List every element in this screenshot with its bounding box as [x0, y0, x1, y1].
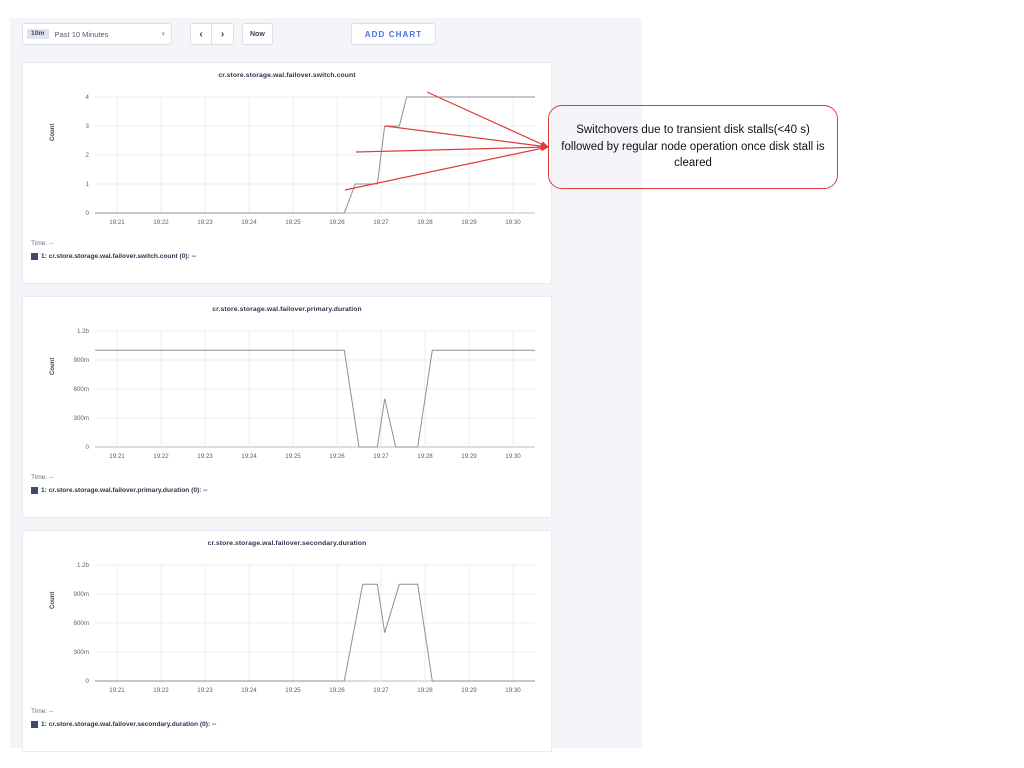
y-axis-title: Count — [50, 123, 56, 141]
legend-label: 1: cr.store.storage.wal.failover.switch.… — [41, 253, 196, 260]
svg-text:19:22: 19:22 — [153, 219, 169, 226]
chart-plot-area[interactable]: Count 0 300m 600m 900m 1.2b 19:21 19:22 19:23 19… — [23, 547, 553, 707]
svg-text:19:28: 19:28 — [417, 453, 433, 460]
svg-text:19:25: 19:25 — [285, 687, 301, 694]
svg-text:19:28: 19:28 — [417, 687, 433, 694]
dashboard-toolbar: 10m Past 10 Minutes ▾ ‹ › Now ADD CHART — [22, 22, 437, 46]
svg-text:19:28: 19:28 — [417, 219, 433, 226]
svg-text:300m: 300m — [74, 415, 89, 422]
time-range-badge: 10m — [27, 28, 49, 40]
chart-card[interactable]: cr.store.storage.wal.failover.primary.du… — [22, 296, 552, 518]
chart-gridlines — [95, 564, 535, 682]
chart-svg-3: 0 300m 600m 900m 1.2b 19:21 19:22 19:23 19:24 19:… — [74, 562, 535, 694]
chart-plot-area[interactable]: Count 0 300m 600m 900m 1.2b 19:21 19:22 19:23 19… — [23, 313, 553, 473]
hover-time-readout: Time: -- — [31, 708, 54, 715]
svg-text:19:26: 19:26 — [329, 687, 345, 694]
chart-title: cr.store.storage.wal.failover.switch.cou… — [218, 72, 356, 79]
svg-text:600m: 600m — [74, 386, 89, 393]
svg-text:600m: 600m — [74, 620, 89, 627]
chart-gridlines — [95, 96, 535, 214]
y-axis-title: Count — [50, 591, 56, 609]
svg-text:1.2b: 1.2b — [77, 562, 90, 569]
svg-text:19:23: 19:23 — [197, 219, 213, 226]
svg-text:19:30: 19:30 — [505, 687, 521, 694]
svg-text:19:23: 19:23 — [197, 453, 213, 460]
svg-text:19:22: 19:22 — [153, 453, 169, 460]
svg-text:19:23: 19:23 — [197, 687, 213, 694]
svg-text:1: 1 — [86, 181, 90, 188]
chart-legend[interactable]: 1: cr.store.storage.wal.failover.primary… — [31, 487, 551, 494]
legend-color-swatch — [31, 487, 38, 494]
svg-text:19:30: 19:30 — [505, 453, 521, 460]
chart-legend[interactable]: 1: cr.store.storage.wal.failover.seconda… — [31, 721, 551, 728]
svg-text:19:29: 19:29 — [461, 219, 477, 226]
legend-label: 1: cr.store.storage.wal.failover.seconda… — [41, 721, 217, 728]
svg-text:19:25: 19:25 — [285, 219, 301, 226]
svg-text:19:24: 19:24 — [241, 219, 257, 226]
annotation-text: Switchovers due to transient disk stalls… — [561, 123, 825, 170]
svg-text:19:21: 19:21 — [109, 219, 125, 226]
svg-text:19:27: 19:27 — [373, 219, 389, 226]
now-button[interactable]: Now — [242, 23, 273, 45]
svg-text:19:21: 19:21 — [109, 453, 125, 460]
svg-text:900m: 900m — [74, 357, 89, 364]
chart-footer: Time: -- 1: cr.store.storage.wal.failove… — [23, 474, 551, 494]
chart-footer: Time: -- 1: cr.store.storage.wal.failove… — [23, 240, 551, 260]
chart-card[interactable]: cr.store.storage.wal.failover.switch.cou… — [22, 62, 552, 284]
chart-svg-2: 0 300m 600m 900m 1.2b 19:21 19:22 19:23 19:24 19:… — [74, 328, 535, 460]
svg-text:0: 0 — [86, 210, 90, 217]
hover-time-readout: Time: -- — [31, 474, 54, 481]
svg-text:19:22: 19:22 — [153, 687, 169, 694]
y-axis-title: Count — [50, 357, 56, 375]
legend-color-swatch — [31, 253, 38, 260]
chart-footer: Time: -- 1: cr.store.storage.wal.failove… — [23, 708, 551, 728]
hover-time-readout: Time: -- — [31, 240, 54, 247]
svg-text:19:25: 19:25 — [285, 453, 301, 460]
prev-range-button[interactable]: ‹ — [190, 23, 212, 45]
chart-legend[interactable]: 1: cr.store.storage.wal.failover.switch.… — [31, 253, 551, 260]
svg-text:3: 3 — [86, 123, 90, 130]
chart-gridlines — [95, 330, 535, 448]
chart-plot-area[interactable]: Count 0 1 2 3 4 19:21 19:22 19:23 19:24 19:25 19:2… — [23, 79, 553, 239]
svg-text:0: 0 — [86, 444, 90, 451]
svg-text:19:26: 19:26 — [329, 219, 345, 226]
add-chart-button[interactable]: ADD CHART — [350, 23, 437, 45]
next-range-button[interactable]: › — [212, 23, 234, 45]
svg-text:2: 2 — [86, 152, 90, 159]
chart-tick-labels: 0 300m 600m 900m 1.2b 19:21 19:22 19:23 19:24 19:… — [74, 328, 522, 460]
time-range-select[interactable]: 10m Past 10 Minutes ▾ — [22, 23, 172, 45]
legend-color-swatch — [31, 721, 38, 728]
svg-text:19:30: 19:30 — [505, 219, 521, 226]
chart-tick-labels: 0 1 2 3 4 19:21 19:22 19:23 19:24 19:25 19:26 19:27… — [86, 94, 522, 226]
chart-series-line — [95, 349, 535, 448]
chart-svg-1: 0 1 2 3 4 19:21 19:22 19:23 19:24 19:25 19:26 19:27… — [86, 94, 535, 226]
svg-text:900m: 900m — [74, 591, 89, 598]
svg-text:19:27: 19:27 — [373, 453, 389, 460]
svg-text:19:29: 19:29 — [461, 453, 477, 460]
svg-text:19:21: 19:21 — [109, 687, 125, 694]
svg-text:19:24: 19:24 — [241, 687, 257, 694]
svg-text:1.2b: 1.2b — [77, 328, 90, 335]
chart-title: cr.store.storage.wal.failover.secondary.… — [207, 540, 367, 547]
svg-text:4: 4 — [86, 94, 90, 101]
svg-text:300m: 300m — [74, 649, 89, 656]
chart-card[interactable]: cr.store.storage.wal.failover.secondary.… — [22, 530, 552, 752]
svg-text:19:26: 19:26 — [329, 453, 345, 460]
chart-series-line — [95, 583, 535, 682]
chevron-down-icon: ▾ — [161, 31, 165, 38]
annotation-callout: Switchovers due to transient disk stalls… — [548, 105, 838, 189]
time-nav-group: ‹ › — [190, 23, 234, 45]
time-range-label: Past 10 Minutes — [54, 29, 109, 39]
chart-tick-labels: 0 300m 600m 900m 1.2b 19:21 19:22 19:23 19:24 19:… — [74, 562, 522, 694]
chart-title: cr.store.storage.wal.failover.primary.du… — [212, 306, 362, 313]
svg-text:19:27: 19:27 — [373, 687, 389, 694]
svg-text:19:29: 19:29 — [461, 687, 477, 694]
legend-label: 1: cr.store.storage.wal.failover.primary… — [41, 487, 208, 494]
svg-text:0: 0 — [86, 678, 90, 685]
svg-text:19:24: 19:24 — [241, 453, 257, 460]
